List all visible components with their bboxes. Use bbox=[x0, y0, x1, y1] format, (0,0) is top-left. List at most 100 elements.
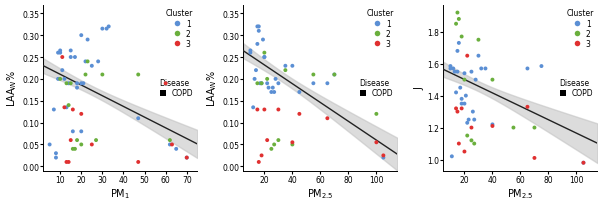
Point bbox=[66, 139, 75, 142]
X-axis label: PM$_1$: PM$_1$ bbox=[110, 187, 130, 200]
Point bbox=[66, 50, 75, 53]
Point bbox=[467, 71, 476, 74]
Point bbox=[171, 147, 181, 151]
Point bbox=[72, 139, 82, 142]
Point bbox=[254, 26, 264, 29]
Point bbox=[248, 106, 258, 109]
Point bbox=[508, 126, 518, 130]
Point bbox=[330, 74, 339, 77]
Point bbox=[253, 26, 262, 29]
Point bbox=[250, 78, 259, 81]
Point bbox=[57, 69, 67, 73]
Point bbox=[476, 68, 486, 71]
Point bbox=[257, 154, 267, 157]
Point bbox=[182, 156, 192, 159]
Point bbox=[182, 156, 192, 159]
Point bbox=[55, 50, 65, 53]
Point bbox=[379, 156, 388, 159]
Point bbox=[488, 125, 497, 128]
Point bbox=[251, 69, 261, 73]
Point bbox=[523, 106, 532, 109]
Point bbox=[255, 82, 265, 85]
Point bbox=[523, 68, 532, 71]
Y-axis label: LAA$_{IN}$%: LAA$_{IN}$% bbox=[206, 70, 219, 107]
Point bbox=[83, 39, 92, 42]
Point bbox=[446, 68, 455, 71]
Point bbox=[469, 118, 479, 122]
Point bbox=[463, 134, 472, 138]
Point bbox=[262, 78, 272, 81]
Point bbox=[451, 107, 461, 110]
Point bbox=[455, 87, 465, 90]
Point bbox=[55, 52, 65, 55]
Point bbox=[453, 50, 463, 53]
Point bbox=[529, 126, 539, 130]
Point bbox=[133, 117, 143, 120]
Point bbox=[62, 160, 71, 164]
Point bbox=[259, 56, 269, 59]
Point bbox=[98, 74, 107, 77]
Point bbox=[77, 82, 86, 85]
Point bbox=[81, 60, 90, 64]
Point bbox=[78, 82, 88, 85]
Point bbox=[323, 117, 332, 120]
Point bbox=[68, 108, 78, 112]
Point bbox=[323, 82, 332, 85]
Point bbox=[451, 23, 461, 26]
Point bbox=[259, 56, 269, 59]
Point bbox=[471, 79, 481, 82]
Point bbox=[53, 78, 63, 81]
Point bbox=[461, 95, 471, 98]
Point bbox=[165, 143, 175, 146]
Point bbox=[87, 143, 96, 146]
Point bbox=[77, 130, 86, 133]
Point bbox=[446, 65, 455, 68]
Point bbox=[469, 142, 479, 145]
Point bbox=[254, 30, 264, 33]
X-axis label: PM$_{2.5}$: PM$_{2.5}$ bbox=[307, 187, 333, 200]
Point bbox=[68, 147, 78, 151]
Point bbox=[267, 147, 276, 151]
Point bbox=[473, 39, 483, 42]
Point bbox=[62, 82, 71, 85]
Point bbox=[51, 156, 61, 159]
Point bbox=[271, 78, 280, 81]
Point bbox=[454, 142, 464, 145]
Point bbox=[454, 18, 464, 21]
Y-axis label: J: J bbox=[414, 87, 425, 90]
Point bbox=[60, 78, 69, 81]
Point bbox=[253, 43, 262, 46]
Point bbox=[66, 82, 75, 85]
Point bbox=[83, 60, 92, 64]
Point bbox=[258, 39, 268, 42]
Point bbox=[72, 87, 82, 90]
Point bbox=[579, 161, 589, 165]
Point bbox=[55, 78, 65, 81]
Point bbox=[330, 74, 339, 77]
Point bbox=[267, 91, 276, 94]
Point bbox=[257, 82, 267, 85]
Point bbox=[264, 87, 273, 90]
Point bbox=[165, 139, 175, 142]
Point bbox=[257, 82, 267, 85]
Point bbox=[467, 126, 476, 130]
Point bbox=[294, 91, 304, 94]
Point bbox=[68, 130, 78, 133]
Point bbox=[371, 141, 381, 144]
Point bbox=[87, 65, 96, 68]
Point bbox=[64, 160, 74, 164]
Point bbox=[463, 55, 472, 58]
Point bbox=[309, 82, 318, 85]
Point bbox=[280, 69, 290, 73]
Point bbox=[167, 143, 177, 146]
Point bbox=[459, 150, 469, 153]
Point bbox=[161, 82, 171, 85]
Point bbox=[288, 141, 297, 144]
Point bbox=[133, 74, 143, 77]
Point bbox=[274, 82, 283, 85]
Point bbox=[450, 71, 459, 74]
Point bbox=[262, 139, 272, 142]
Point bbox=[104, 26, 113, 29]
Point bbox=[66, 56, 75, 59]
Point bbox=[253, 82, 262, 85]
